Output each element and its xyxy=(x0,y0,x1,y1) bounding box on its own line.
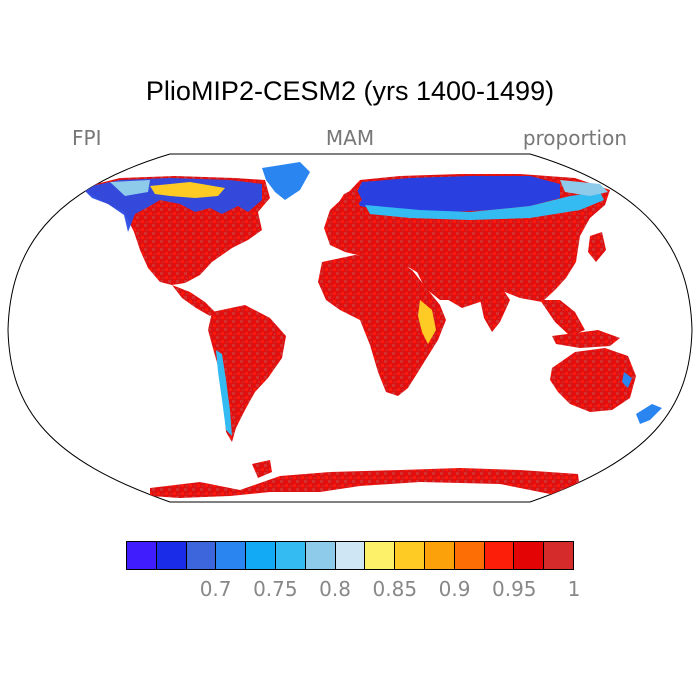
colorbar-tick-label: 0.7 xyxy=(199,577,232,601)
colorbar-box xyxy=(484,542,515,569)
colorbar-box xyxy=(424,542,455,569)
colorbar-box xyxy=(365,542,396,569)
siberia-cold-region xyxy=(355,176,560,212)
season-label: MAM xyxy=(325,126,375,150)
colorbar-box xyxy=(127,542,157,569)
arabia-land xyxy=(412,262,462,300)
australia-land xyxy=(550,348,636,412)
central-america-land xyxy=(172,285,215,316)
colorbar-tick-label: 1 xyxy=(567,577,581,601)
colorbar-box xyxy=(305,542,336,569)
colorbar xyxy=(126,541,574,570)
east-australia-cool-spot xyxy=(622,372,632,388)
north-america-yellow-band xyxy=(150,182,225,198)
southeast-asia-land xyxy=(540,300,585,336)
colorbar-box xyxy=(275,542,306,569)
colorbar-box xyxy=(454,542,485,569)
colorbar-box xyxy=(216,542,247,569)
colorbar-box xyxy=(544,542,573,569)
colorbar-tick-label: 0.8 xyxy=(319,577,351,601)
japan-land xyxy=(588,232,606,262)
colorbar-box xyxy=(335,542,366,569)
new-zealand-land xyxy=(636,404,662,424)
scandinavia-land xyxy=(334,188,362,220)
indonesia-land xyxy=(552,330,620,348)
north-america-light-band xyxy=(110,180,150,196)
far-east-light-band xyxy=(560,180,608,196)
east-africa-yellow-strip xyxy=(418,300,436,344)
antarctica-land xyxy=(150,468,580,498)
india-land xyxy=(478,288,510,332)
colorbar-tick-label: 0.85 xyxy=(372,577,418,601)
colorbar-box xyxy=(395,542,425,569)
map-title: PlioMIP2-CESM2 (yrs 1400-1499) xyxy=(145,76,555,106)
units-label: proportion xyxy=(522,126,627,150)
africa-land xyxy=(318,255,446,396)
colorbar-tick-label: 0.9 xyxy=(438,577,471,601)
colorbar-box xyxy=(186,542,217,569)
variable-label: FPI xyxy=(72,126,102,150)
colorbar-tick-label: 0.75 xyxy=(253,577,298,601)
colorbar-box xyxy=(246,542,276,569)
greenland-land xyxy=(262,162,310,200)
colorbar-box xyxy=(156,542,187,569)
colorbar-box xyxy=(514,542,545,569)
andes-cool-strip xyxy=(216,350,232,436)
colorbar-tick-label: 0.95 xyxy=(492,577,537,601)
siberia-light-band xyxy=(365,192,604,220)
antarctic-peninsula-land xyxy=(252,460,272,478)
